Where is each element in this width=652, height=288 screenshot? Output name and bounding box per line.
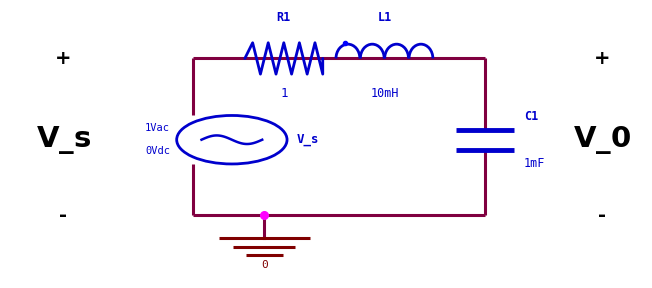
Text: +: + (55, 49, 71, 68)
Text: $\mathbf{V\_s}$: $\mathbf{V\_s}$ (35, 124, 91, 156)
Text: 0: 0 (261, 259, 268, 270)
Text: -: - (59, 206, 67, 225)
Text: $\mathbf{V\_0}$: $\mathbf{V\_0}$ (573, 124, 631, 156)
Text: 1: 1 (280, 87, 288, 100)
Text: -: - (598, 206, 606, 225)
Text: L1: L1 (378, 11, 392, 24)
Text: V_s: V_s (297, 133, 319, 146)
Text: 10mH: 10mH (370, 87, 398, 100)
Text: 1mF: 1mF (524, 157, 545, 170)
Text: R1: R1 (276, 11, 291, 24)
Text: 0Vdc: 0Vdc (145, 146, 170, 156)
Text: 1Vac: 1Vac (145, 123, 170, 133)
Text: C1: C1 (524, 110, 539, 123)
Text: +: + (594, 49, 610, 68)
